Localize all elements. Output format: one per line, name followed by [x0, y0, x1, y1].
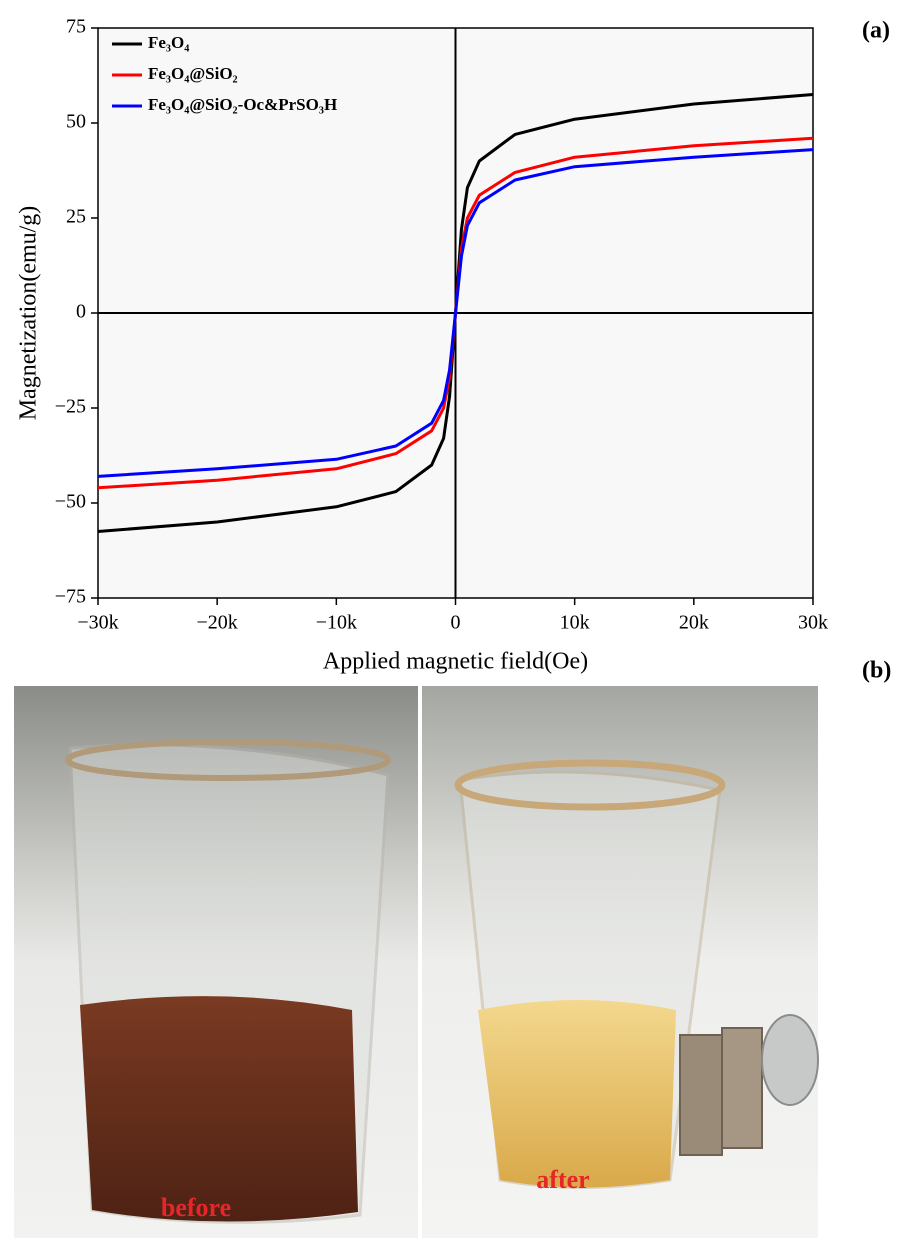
panel-label: (a) — [862, 18, 890, 44]
x-tick-label: 20k — [679, 612, 709, 634]
x-axis-label: Applied magnetic field(Oe) — [323, 649, 588, 675]
y-tick-label: 75 — [66, 16, 86, 38]
y-tick-label: 50 — [66, 111, 86, 133]
x-tick-label: −20k — [197, 612, 238, 634]
legend-label: Fe₃O₄ — [148, 33, 189, 52]
y-tick-label: −25 — [55, 396, 86, 418]
legend-label: Fe₃O₄@SiO₂ — [148, 64, 238, 83]
photo-before: before — [14, 686, 418, 1238]
x-tick-label: −30k — [77, 612, 118, 634]
y-tick-label: 0 — [76, 301, 86, 323]
plot-frame — [97, 27, 814, 599]
y-axis-label: Magnetization(emu/g) — [16, 206, 42, 421]
photo-label: before — [161, 1193, 231, 1222]
y-tick-label: 25 — [66, 206, 86, 228]
y-tick-label: −50 — [55, 491, 86, 513]
legend-label: Fe₃O₄@SiO₂-Oc&PrSO₃H — [148, 95, 337, 114]
photo-label: after — [536, 1165, 589, 1194]
x-tick-label: 0 — [451, 612, 461, 634]
photo-after: after — [422, 686, 819, 1238]
y-tick-label: −75 — [55, 586, 86, 608]
x-tick-label: 10k — [560, 612, 590, 634]
x-tick-label: 30k — [798, 612, 828, 634]
x-tick-label: −10k — [316, 612, 357, 634]
data-line — [97, 148, 814, 478]
panel-label: (b) — [862, 658, 891, 684]
